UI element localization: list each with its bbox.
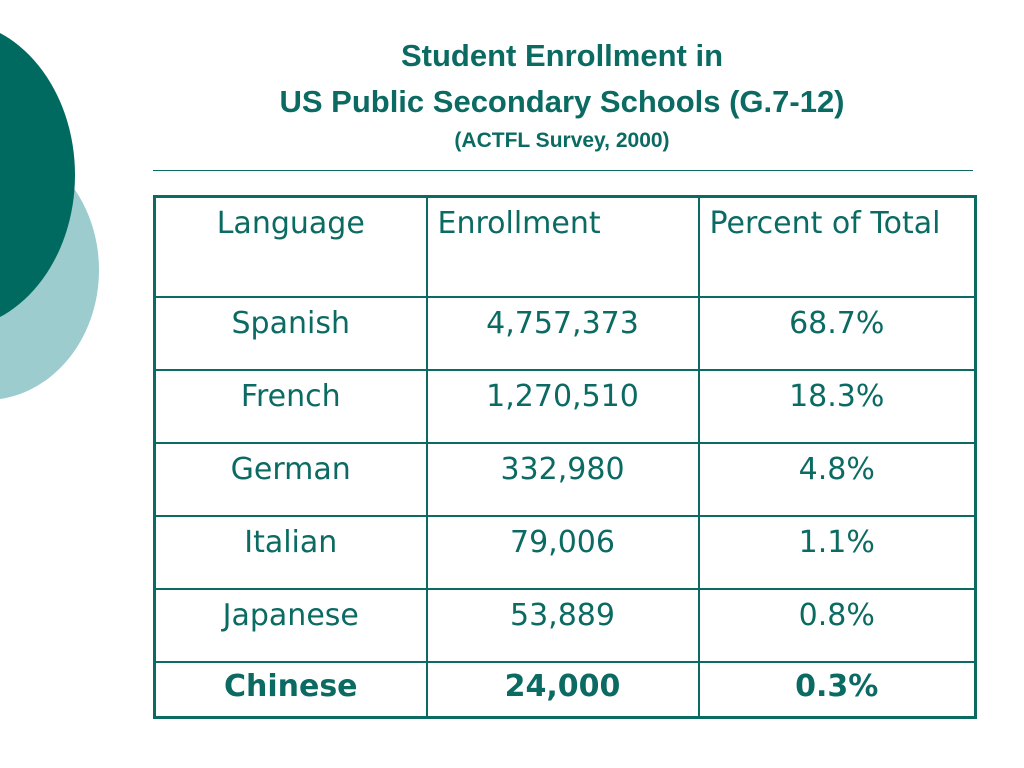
- cell-percent: 4.8%: [697, 442, 977, 517]
- cell-enrollment: 79,006: [425, 515, 700, 590]
- cell-language: Spanish: [153, 296, 428, 371]
- header-enrollment: Enrollment: [425, 195, 700, 298]
- cell-percent: 0.3%: [697, 661, 977, 719]
- title-divider: [153, 170, 973, 171]
- title-line-1: Student Enrollment in: [400, 38, 724, 73]
- cell-language: Japanese: [153, 588, 428, 663]
- cell-language: Chinese: [153, 661, 428, 719]
- cell-enrollment: 53,889: [425, 588, 700, 663]
- cell-enrollment: 332,980: [425, 442, 700, 517]
- table-row-highlighted: Chinese 24,000 0.3%: [153, 661, 977, 719]
- table-row: Spanish 4,757,373 68.7%: [153, 296, 977, 371]
- cell-language: German: [153, 442, 428, 517]
- table-header-row: Language Enrollment Percent of Total: [153, 195, 977, 298]
- cell-language: Italian: [153, 515, 428, 590]
- table-row: Japanese 53,889 0.8%: [153, 588, 977, 663]
- table-row: German 332,980 4.8%: [153, 442, 977, 517]
- cell-percent: 68.7%: [697, 296, 977, 371]
- header-percent: Percent of Total: [697, 195, 977, 298]
- cell-enrollment: 1,270,510: [425, 369, 700, 444]
- cell-enrollment: 24,000: [425, 661, 700, 719]
- subtitle: (ACTFL Survey, 2000): [454, 129, 670, 152]
- cell-language: French: [153, 369, 428, 444]
- header-language: Language: [153, 195, 428, 298]
- enrollment-table: Language Enrollment Percent of Total Spa…: [153, 195, 977, 719]
- cell-percent: 0.8%: [697, 588, 977, 663]
- cell-enrollment: 4,757,373: [425, 296, 700, 371]
- cell-percent: 18.3%: [697, 369, 977, 444]
- table-row: Italian 79,006 1.1%: [153, 515, 977, 590]
- cell-percent: 1.1%: [697, 515, 977, 590]
- table-row: French 1,270,510 18.3%: [153, 369, 977, 444]
- title-line-2: US Public Secondary Schools (G.7-12): [279, 84, 845, 119]
